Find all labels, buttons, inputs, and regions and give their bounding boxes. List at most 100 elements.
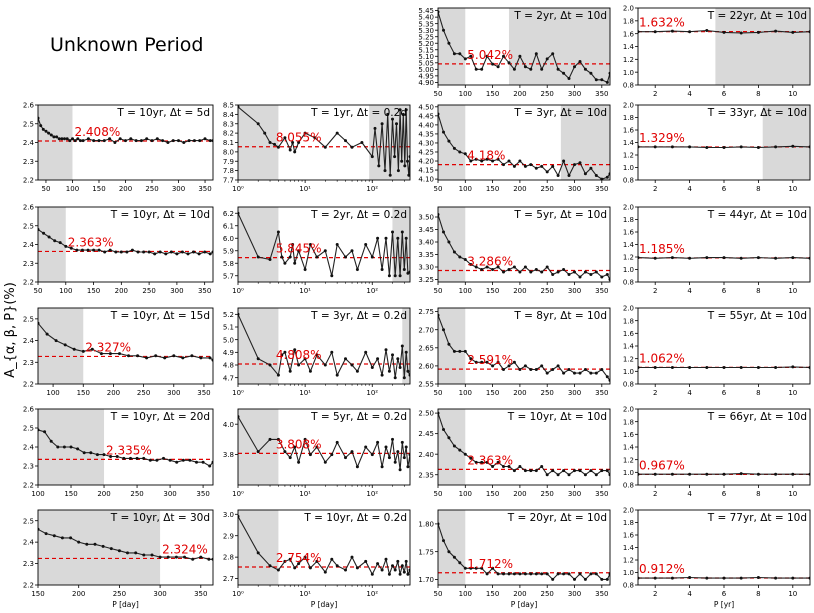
x-tick-label: 10: [788, 590, 797, 598]
panel-title: T = 55yr, Δt = 10d: [707, 310, 807, 322]
x-tick-label: 150: [486, 490, 499, 498]
data-point: [52, 534, 56, 538]
data-point: [512, 265, 516, 269]
data-point: [562, 268, 566, 271]
axes-frame: [437, 509, 611, 586]
data-point: [502, 572, 505, 576]
data-point: [529, 469, 533, 473]
data-point: [562, 371, 566, 375]
data-point: [573, 469, 576, 473]
x-tick-label: 250: [541, 90, 554, 98]
x-tick-label: 100: [66, 185, 79, 193]
y-tick-label: 4.90: [418, 79, 434, 87]
y-tick-label: 2.5: [23, 120, 34, 128]
value-label: 4.18%: [467, 149, 505, 163]
data-point: [186, 252, 190, 256]
x-tick-label: 100: [459, 90, 472, 98]
data-point: [283, 261, 287, 265]
data-point: [463, 152, 467, 156]
x-tick-label: 250: [130, 490, 143, 498]
x-tick-label: 8: [756, 389, 760, 397]
data-point: [594, 371, 598, 375]
y-tick-label: 2.4: [23, 337, 35, 345]
data-point: [551, 273, 555, 276]
x-tick-label: 50: [434, 90, 443, 98]
x-tick-label: 150: [486, 185, 499, 193]
y-tick-label: 5.30: [418, 27, 434, 35]
data-point: [534, 166, 538, 170]
value-label: 3.286%: [467, 255, 513, 269]
data-point: [480, 566, 484, 570]
data-point: [129, 456, 132, 460]
data-point: [485, 54, 489, 58]
data-point: [739, 472, 743, 476]
y-tick-label: 2.75: [418, 308, 434, 316]
x-tick-label: 100: [46, 389, 59, 397]
data-point: [556, 364, 560, 368]
y-tick-label: 1.80: [418, 520, 434, 528]
data-point: [350, 450, 354, 454]
data-point: [396, 169, 400, 173]
x-tick-label: 8: [756, 590, 760, 598]
data-point: [447, 342, 451, 346]
panel-title: T = 2yr, Δt = 0.2d: [310, 209, 407, 221]
data-point: [556, 174, 560, 177]
panel-title: T = 66yr, Δt = 10d: [707, 411, 807, 423]
y-tick-label: 5.05: [418, 59, 434, 67]
panel-title: T = 10yr, Δt = 10d: [507, 411, 607, 423]
x-tick-label: 50: [434, 490, 443, 498]
data-point: [705, 472, 709, 476]
data-point: [474, 360, 478, 364]
data-point: [491, 268, 495, 271]
x-tick-label: 100: [459, 389, 472, 397]
data-point: [463, 57, 467, 61]
x-tick-label: 200: [107, 389, 120, 397]
data-point: [496, 460, 500, 464]
data-point: [330, 557, 334, 561]
data-point: [58, 241, 62, 245]
data-point: [480, 460, 484, 464]
y-tick-label: 2.2: [23, 482, 34, 490]
data-point: [355, 268, 359, 271]
data-point: [502, 54, 505, 58]
y-tick-label: 5.45: [418, 7, 434, 15]
value-label: 1.632%: [639, 16, 685, 30]
y-tick-label: 3.50: [418, 214, 434, 222]
data-point: [42, 231, 46, 235]
data-point: [54, 339, 58, 343]
series-line: [238, 416, 410, 470]
data-point: [756, 576, 760, 579]
shade-region: [438, 308, 466, 384]
data-point: [551, 164, 555, 168]
data-point: [458, 349, 462, 353]
data-point: [512, 360, 516, 364]
data-point: [573, 65, 576, 69]
axes-frame: [437, 307, 611, 385]
data-point: [442, 28, 445, 32]
data-point: [540, 572, 544, 576]
panel-22: 0.8 1.0 1.2 1.4 1.6 1.8 2.0 2 4 6 8 10 T = 77yr, Δt …: [623, 507, 811, 598]
y-tick-label: 1.8: [623, 114, 634, 122]
panel-15: 2.35 2.40 2.45 2.50 50 100 150 200 250 300 350 T = …: [418, 408, 611, 498]
data-point: [463, 349, 467, 353]
data-point: [523, 364, 527, 368]
y-tick-label: 2.0: [623, 5, 634, 13]
y-tick-label: 1.2: [623, 557, 634, 565]
data-point: [308, 566, 312, 570]
y-tick-label: 1.0: [623, 569, 634, 577]
data-point: [197, 252, 201, 256]
y-tick-label: 6.0: [223, 235, 234, 243]
data-point: [402, 268, 406, 271]
panel-7: 5.7 5.8 5.9 6.0 6.1 6.2 10⁰ 10¹ 10² T = 2yr, Δt =…: [223, 206, 411, 295]
y-tick-label: 2.6: [23, 406, 35, 414]
data-point: [95, 453, 99, 457]
data-point: [145, 356, 149, 360]
data-point: [268, 437, 272, 441]
data-point: [198, 139, 202, 143]
data-point: [774, 576, 778, 580]
data-point: [562, 71, 566, 75]
x-tick-label: 200: [513, 389, 526, 397]
data-point: [268, 141, 272, 144]
x-tick-label: 4: [687, 490, 692, 498]
panel-title: T = 10yr, Δt = 0.2d: [303, 512, 407, 524]
